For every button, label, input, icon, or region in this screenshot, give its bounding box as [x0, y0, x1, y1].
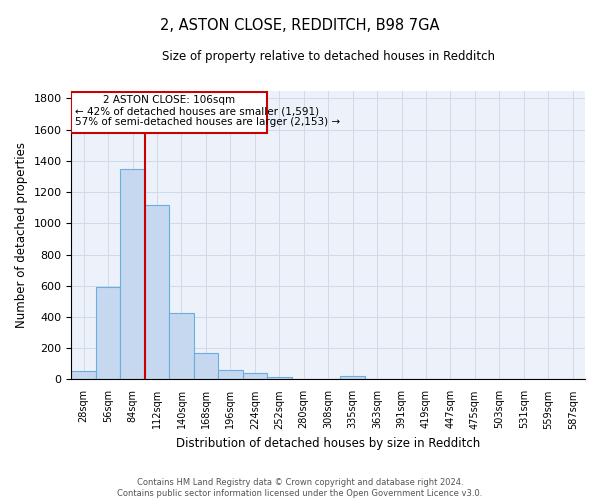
X-axis label: Distribution of detached houses by size in Redditch: Distribution of detached houses by size … [176, 437, 481, 450]
Bar [71, 371, 96, 380]
Text: 2, ASTON CLOSE, REDDITCH, B98 7GA: 2, ASTON CLOSE, REDDITCH, B98 7GA [160, 18, 440, 32]
Bar [121, 168, 145, 380]
Bar [145, 206, 169, 380]
Bar [340, 376, 365, 380]
Y-axis label: Number of detached properties: Number of detached properties [15, 142, 28, 328]
Bar [194, 353, 218, 380]
Bar [169, 313, 194, 380]
Bar [71, 92, 267, 132]
Text: 2 ASTON CLOSE: 106sqm: 2 ASTON CLOSE: 106sqm [103, 95, 235, 105]
Bar [96, 286, 121, 380]
Bar [242, 373, 267, 380]
Bar [267, 377, 292, 380]
Text: ← 42% of detached houses are smaller (1,591): ← 42% of detached houses are smaller (1,… [75, 106, 319, 117]
Text: Contains HM Land Registry data © Crown copyright and database right 2024.
Contai: Contains HM Land Registry data © Crown c… [118, 478, 482, 498]
Bar [218, 370, 242, 380]
Title: Size of property relative to detached houses in Redditch: Size of property relative to detached ho… [162, 50, 495, 63]
Text: 57% of semi-detached houses are larger (2,153) →: 57% of semi-detached houses are larger (… [75, 116, 340, 126]
